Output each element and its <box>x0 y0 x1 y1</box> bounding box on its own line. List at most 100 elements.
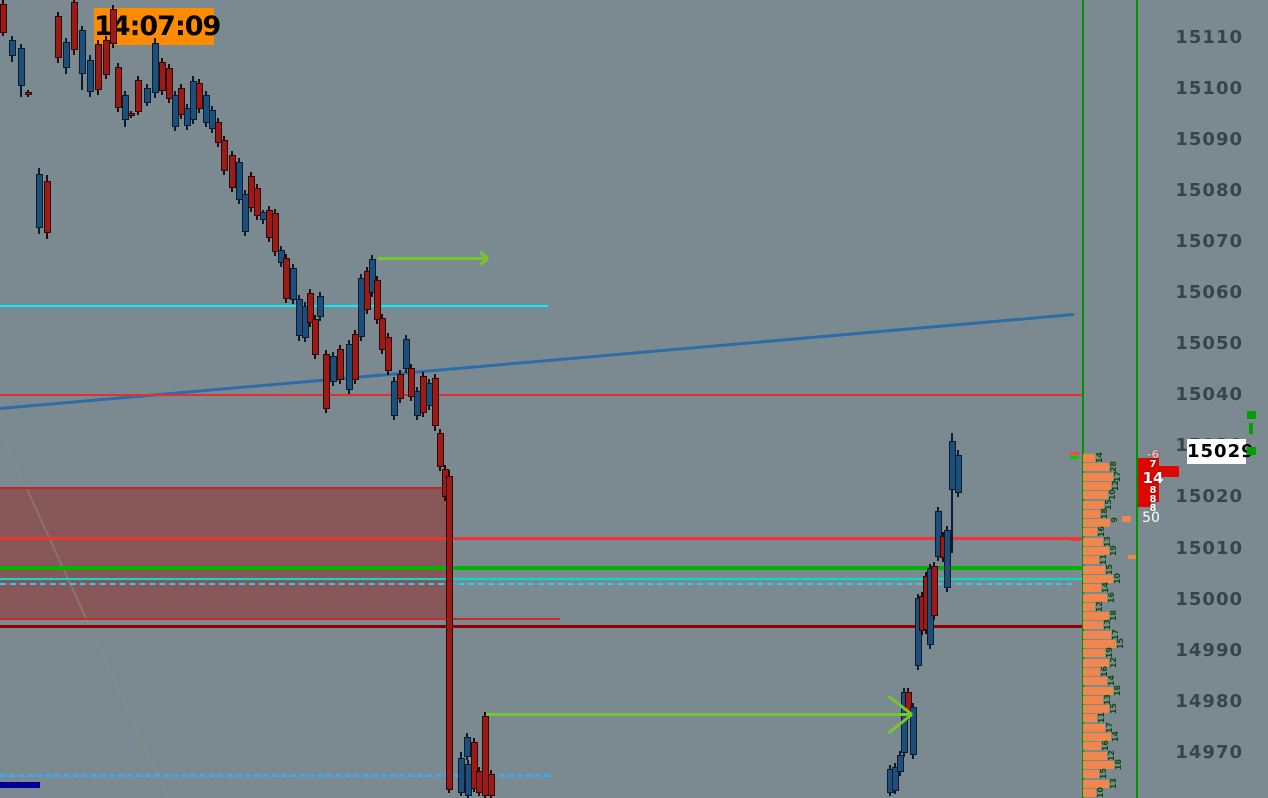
candle-wick <box>951 433 953 553</box>
candle-body <box>337 349 344 380</box>
volume-profile-value: 19 <box>1109 545 1118 557</box>
volume-profile-bar <box>1083 593 1107 602</box>
candle-body <box>272 213 279 252</box>
edge-tick-icon <box>1070 452 1079 455</box>
candle-body <box>122 95 129 120</box>
candle-body <box>437 433 444 467</box>
candle-body <box>403 339 410 369</box>
candle-body <box>312 319 319 355</box>
candle-body <box>385 337 392 371</box>
volume-profile-value: 15 <box>1116 638 1125 650</box>
dom-volume-block <box>1138 458 1159 502</box>
dom-size-label: 50 <box>1142 510 1160 526</box>
candle-body <box>432 378 439 426</box>
volume-profile-bar <box>1083 574 1113 583</box>
dark-red-level-line[interactable] <box>0 624 1082 628</box>
volume-profile-bar <box>1083 537 1103 546</box>
candle-body <box>71 2 78 50</box>
profile-left-boundary-line[interactable] <box>1082 0 1084 798</box>
volume-profile-value: 10 <box>1113 572 1122 585</box>
green-level-line[interactable] <box>0 566 1082 570</box>
dom-trade-count: 14 <box>1142 469 1164 487</box>
volume-profile-value: 13 <box>1109 777 1118 789</box>
volume-profile-value: 15 <box>1099 768 1108 780</box>
candle-body <box>36 174 43 228</box>
profile-right-boundary-line[interactable] <box>1136 0 1138 798</box>
volume-profile-bar <box>1083 547 1109 555</box>
dashed-blue-line-lower[interactable] <box>0 774 550 777</box>
edge-tick-icon <box>1070 538 1080 541</box>
volume-profile-value: 18 <box>1113 684 1122 696</box>
candle-body <box>166 68 173 99</box>
volume-profile-bar <box>1083 667 1100 676</box>
supply-zone[interactable] <box>0 489 451 619</box>
volume-profile-bar <box>1083 733 1111 741</box>
candle-body <box>488 774 495 796</box>
candle-body <box>0 4 7 33</box>
candle-body <box>330 356 337 382</box>
candle-body <box>464 737 471 757</box>
candle-body <box>203 95 210 123</box>
volume-profile-bar <box>1083 463 1109 472</box>
candle-body <box>103 40 110 75</box>
volume-profile-bar <box>1083 770 1099 779</box>
green-arrow-lower[interactable] <box>486 712 912 716</box>
candle-body <box>215 122 222 143</box>
price-axis-label: 15100 <box>1175 78 1243 99</box>
candle-body <box>159 62 166 91</box>
volume-profile-bar <box>1083 677 1107 686</box>
candle-body <box>897 755 904 772</box>
price-axis-label: 15020 <box>1175 486 1243 507</box>
cyan-level-line[interactable] <box>0 305 548 307</box>
volume-profile-bar <box>1083 788 1096 797</box>
price-axis-label: 15060 <box>1175 282 1243 303</box>
red-level-line-upper[interactable] <box>0 394 1082 396</box>
candle-body <box>931 566 938 616</box>
candle-body <box>79 30 86 74</box>
volume-profile-bar <box>1083 519 1110 528</box>
candle-body <box>283 258 290 299</box>
red-level-line-mid[interactable] <box>0 536 1082 540</box>
green-marker-icon <box>1249 423 1253 434</box>
candle-body <box>152 43 159 93</box>
price-axis-label: 15080 <box>1175 180 1243 201</box>
volume-profile-bar <box>1083 630 1111 639</box>
candle-body <box>25 92 32 95</box>
volume-profile-value: 10 <box>1096 786 1105 798</box>
teal-level-line[interactable] <box>0 578 1082 580</box>
volume-profile-bar <box>1083 686 1113 695</box>
volume-profile-bar <box>1083 481 1111 490</box>
candle-body <box>178 88 185 115</box>
volume-profile-bar <box>1083 602 1095 611</box>
zone-bottom-line[interactable] <box>0 618 560 620</box>
candle-body <box>471 742 478 789</box>
candle-body <box>458 758 465 793</box>
volume-profile-value: 18 <box>1114 758 1123 771</box>
candle-body <box>323 354 330 409</box>
candle-body <box>236 162 243 200</box>
volume-profile-bar <box>1083 658 1109 667</box>
volume-profile-bar <box>1083 779 1109 788</box>
volume-profile-bar <box>1083 649 1105 658</box>
price-axis-label: 15010 <box>1175 538 1243 559</box>
volume-profile-bar <box>1083 454 1095 462</box>
zone-top-line[interactable] <box>0 487 451 489</box>
candle-body <box>254 188 261 216</box>
candle-body <box>408 368 415 397</box>
candle-body <box>482 716 489 796</box>
dom-trade-count: 8 <box>1149 494 1157 505</box>
volume-profile-value: 12 <box>1109 656 1118 668</box>
candle-body <box>209 110 216 129</box>
price-axis-label: 14980 <box>1175 691 1243 712</box>
candle-body <box>892 767 899 791</box>
price-axis-label: 15040 <box>1175 384 1243 405</box>
dom-volume-block <box>1159 466 1179 477</box>
candle-body <box>369 259 376 293</box>
dashed-cyan-line[interactable] <box>0 583 1072 585</box>
edge-tick-icon <box>1128 555 1136 559</box>
green-arrow-upper[interactable] <box>378 256 488 260</box>
candle-body <box>935 511 942 557</box>
volume-profile-value: 18 <box>1100 507 1109 519</box>
candle-body <box>95 44 102 90</box>
